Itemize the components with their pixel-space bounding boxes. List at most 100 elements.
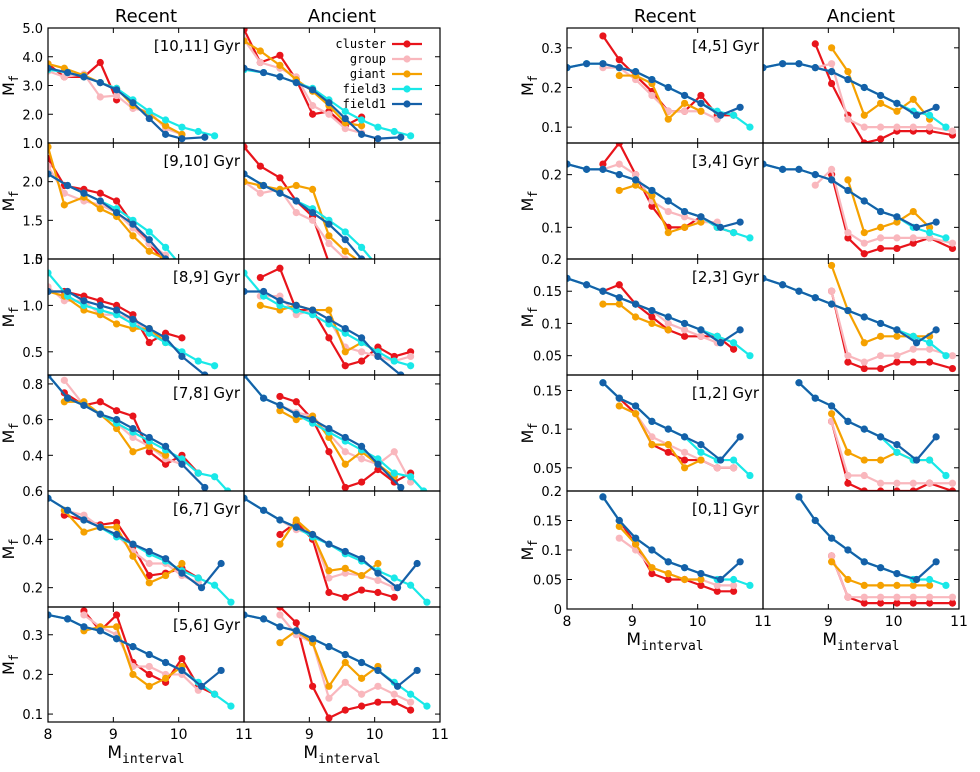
data-point-field1	[615, 171, 623, 179]
data-point-field1	[129, 424, 137, 433]
series-line-field1	[763, 163, 937, 229]
data-point-giant	[681, 464, 689, 472]
data-point-cluster	[697, 581, 705, 590]
plot-area	[48, 58, 219, 143]
data-point-group	[828, 60, 836, 68]
data-point-group	[256, 189, 264, 197]
x-tick-label: 11	[950, 614, 968, 630]
data-point-giant	[309, 185, 317, 193]
data-point-giant	[60, 201, 68, 209]
data-point-cluster	[96, 189, 104, 197]
y-tick-label: 0.1	[22, 708, 43, 723]
y-tick-label: 0.05	[533, 462, 562, 477]
data-point-group	[877, 479, 885, 487]
data-point-group	[129, 433, 137, 442]
y-tick-label: 0.15	[533, 515, 562, 530]
data-point-field1	[309, 530, 317, 539]
data-point-giant	[113, 320, 121, 328]
data-point-field1	[932, 218, 940, 226]
data-point-field3	[926, 575, 934, 584]
data-point-group	[358, 690, 366, 698]
data-point-field1	[96, 301, 104, 309]
panel-row: Mf 0.2 0.4 0.6 [6,7] Gyr	[0, 485, 441, 608]
data-point-group	[113, 91, 121, 100]
data-point-cluster	[358, 263, 365, 270]
data-point-field3	[407, 275, 414, 282]
data-point-giant	[341, 247, 349, 255]
series-group	[828, 287, 957, 366]
data-point-field1	[681, 91, 689, 100]
panel-ancient	[762, 490, 960, 610]
y-tick-label: 0.5	[22, 346, 43, 361]
data-point-cluster	[358, 357, 366, 365]
data-point-field1	[64, 394, 72, 402]
data-point-giant	[358, 122, 366, 130]
data-point-group	[681, 448, 689, 456]
y-tick-label: 0.1	[541, 121, 562, 136]
panel-recent	[47, 258, 245, 376]
data-point-group	[948, 239, 957, 247]
data-point-field1	[877, 319, 885, 328]
data-point-group	[80, 611, 88, 619]
data-point-field3	[341, 228, 349, 236]
data-point-field1	[599, 493, 607, 501]
data-point-field1	[276, 297, 284, 305]
series-line-field1	[244, 375, 402, 489]
series-field1	[763, 60, 940, 119]
y-tick-label: 2.0	[22, 176, 43, 191]
data-point-field1	[162, 555, 170, 563]
data-point-giant	[178, 559, 186, 568]
data-point-cluster	[276, 264, 284, 272]
data-point-field1	[632, 402, 640, 410]
data-point-field1	[615, 516, 623, 525]
data-point-field1	[599, 287, 607, 295]
data-point-giant	[358, 259, 365, 266]
y-axis-label: Mf	[0, 190, 21, 211]
panel-ancient	[762, 258, 960, 376]
data-point-cluster	[390, 593, 398, 601]
y-axis-label: Mf	[0, 306, 21, 327]
data-point-field1	[763, 64, 767, 72]
data-point-field1	[795, 379, 803, 387]
data-point-giant	[292, 416, 300, 424]
data-point-giant	[681, 575, 689, 584]
data-point-field1	[583, 165, 591, 173]
panel-frame	[762, 374, 960, 492]
series-cluster	[828, 287, 957, 373]
series-field1	[48, 375, 209, 491]
data-point-field1	[162, 658, 170, 667]
x-tick-label: 10	[366, 727, 384, 743]
y-tick-label: 0.6	[22, 485, 43, 500]
panel-row: Mf 0.1 0.2 0.3 [4,5] Gyr	[518, 27, 960, 144]
data-point-giant	[244, 37, 248, 45]
data-point-field1	[811, 294, 819, 302]
data-point-giant	[648, 441, 656, 449]
plot-area	[244, 375, 428, 491]
data-point-field3	[746, 581, 754, 590]
data-point-field1	[374, 569, 382, 577]
data-point-field3	[730, 339, 738, 347]
data-point-field3	[178, 123, 186, 131]
plot-area	[599, 493, 754, 595]
data-point-giant	[113, 523, 121, 531]
data-point-cluster	[860, 487, 868, 491]
data-point-group	[648, 91, 656, 100]
data-point-group	[374, 576, 382, 585]
series-group	[828, 417, 957, 487]
series-group	[276, 611, 415, 706]
data-point-field1	[795, 493, 803, 501]
x-tick-label: 9	[305, 727, 314, 743]
series-field3	[244, 611, 431, 710]
data-point-field3	[942, 123, 950, 131]
data-point-field1	[374, 460, 382, 468]
series-field1	[244, 170, 366, 259]
data-point-field1	[664, 425, 672, 433]
data-point-field1	[912, 339, 921, 347]
data-point-field3	[926, 111, 934, 119]
data-point-cluster	[948, 487, 957, 491]
data-point-field1	[201, 286, 208, 293]
data-point-field3	[407, 473, 415, 481]
data-point-field1	[325, 315, 333, 323]
data-point-cluster	[730, 587, 738, 595]
series-line-giant	[618, 184, 702, 234]
